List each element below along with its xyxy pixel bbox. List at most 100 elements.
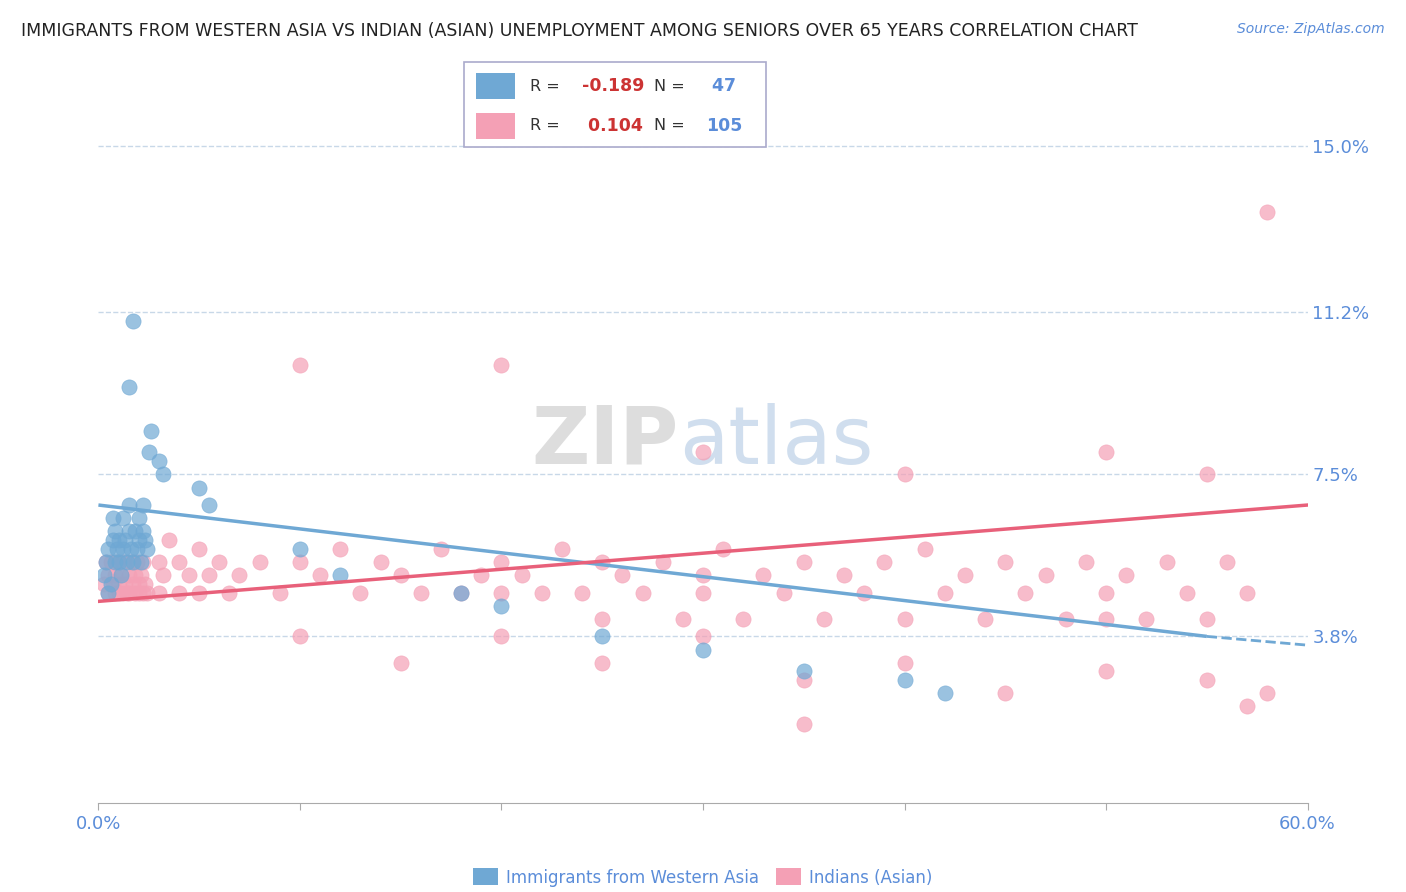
- Point: [121, 314, 143, 328]
- Point: [994, 686, 1017, 700]
- Point: [128, 577, 150, 591]
- Point: [134, 533, 156, 547]
- Point: [118, 380, 141, 394]
- Point: [138, 445, 160, 459]
- Point: [269, 585, 291, 599]
- Point: [288, 541, 311, 556]
- Bar: [477, 73, 516, 99]
- Point: [132, 524, 155, 539]
- Point: [132, 555, 155, 569]
- Point: [115, 585, 138, 599]
- Point: [218, 585, 240, 599]
- Point: [132, 585, 155, 599]
- Point: [1074, 555, 1097, 569]
- Point: [914, 541, 936, 556]
- Point: [135, 585, 157, 599]
- Point: [450, 585, 472, 599]
- Point: [101, 511, 124, 525]
- Point: [208, 555, 231, 569]
- Point: [152, 568, 174, 582]
- Text: N =: N =: [654, 78, 690, 94]
- Point: [1095, 445, 1118, 459]
- Point: [103, 524, 125, 539]
- Point: [1095, 612, 1118, 626]
- Text: R =: R =: [530, 78, 565, 94]
- Point: [114, 533, 136, 547]
- Point: [135, 541, 157, 556]
- Point: [100, 577, 122, 591]
- Point: [612, 568, 634, 582]
- Point: [111, 541, 134, 556]
- Point: [551, 541, 574, 556]
- Point: [793, 555, 815, 569]
- Point: [832, 568, 855, 582]
- Point: [125, 541, 148, 556]
- Point: [692, 568, 714, 582]
- Point: [1135, 612, 1157, 626]
- Point: [793, 717, 815, 731]
- Point: [97, 585, 120, 599]
- Point: [853, 585, 876, 599]
- Point: [1256, 204, 1278, 219]
- Point: [120, 541, 142, 556]
- Point: [873, 555, 896, 569]
- Point: [329, 568, 352, 582]
- Point: [591, 656, 613, 670]
- Point: [974, 612, 997, 626]
- Point: [118, 524, 141, 539]
- Point: [530, 585, 553, 599]
- Point: [97, 585, 120, 599]
- Point: [1156, 555, 1178, 569]
- Point: [118, 585, 141, 599]
- Point: [450, 585, 472, 599]
- Bar: [477, 113, 516, 139]
- Text: 47: 47: [706, 78, 735, 95]
- Point: [198, 498, 221, 512]
- Point: [349, 585, 371, 599]
- Point: [692, 642, 714, 657]
- Point: [96, 555, 118, 569]
- Point: [1236, 699, 1258, 714]
- Point: [103, 568, 125, 582]
- Point: [288, 555, 311, 569]
- Point: [107, 585, 129, 599]
- Point: [128, 585, 150, 599]
- Point: [128, 533, 150, 547]
- Point: [1175, 585, 1198, 599]
- Point: [772, 585, 794, 599]
- Point: [631, 585, 654, 599]
- Point: [491, 629, 513, 643]
- Point: [309, 568, 332, 582]
- Point: [110, 568, 132, 582]
- Point: [934, 686, 956, 700]
- Point: [1035, 568, 1057, 582]
- Point: [111, 555, 134, 569]
- Point: [953, 568, 976, 582]
- Point: [733, 612, 755, 626]
- Point: [118, 568, 141, 582]
- Point: [107, 555, 129, 569]
- Point: [1256, 686, 1278, 700]
- Text: Source: ZipAtlas.com: Source: ZipAtlas.com: [1237, 22, 1385, 37]
- Point: [893, 612, 915, 626]
- Point: [93, 577, 115, 591]
- Point: [934, 585, 956, 599]
- Point: [1115, 568, 1137, 582]
- Point: [228, 568, 250, 582]
- Text: 0.104: 0.104: [582, 117, 643, 135]
- Point: [1195, 673, 1218, 688]
- Point: [591, 629, 613, 643]
- Point: [152, 467, 174, 482]
- Point: [692, 629, 714, 643]
- Point: [124, 568, 146, 582]
- Point: [893, 656, 915, 670]
- Point: [105, 541, 128, 556]
- Point: [249, 555, 271, 569]
- Point: [97, 541, 120, 556]
- Point: [93, 568, 115, 582]
- Point: [752, 568, 775, 582]
- Point: [491, 358, 513, 372]
- Text: R =: R =: [530, 119, 565, 134]
- Point: [120, 555, 142, 569]
- Point: [129, 568, 152, 582]
